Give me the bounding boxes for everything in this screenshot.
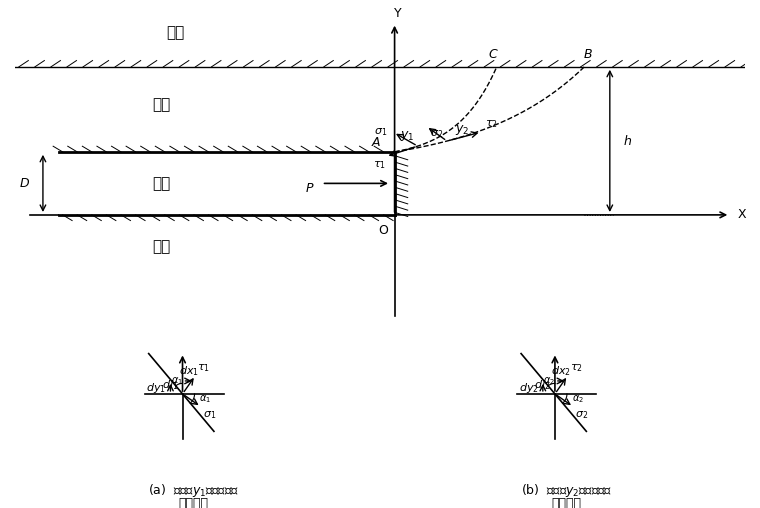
Text: $h$: $h$ xyxy=(623,134,632,148)
Text: 地面: 地面 xyxy=(166,25,185,40)
Text: $C$: $C$ xyxy=(488,48,499,61)
Text: $\sigma_1$: $\sigma_1$ xyxy=(375,126,388,138)
Text: 地层: 地层 xyxy=(152,97,170,112)
Text: $\sigma_{2}$: $\sigma_{2}$ xyxy=(575,409,588,421)
Text: $dl_2$: $dl_2$ xyxy=(534,378,550,392)
Text: $P$: $P$ xyxy=(305,182,315,195)
Text: $A$: $A$ xyxy=(371,136,382,149)
Text: $dx_1$: $dx_1$ xyxy=(179,364,198,378)
Text: $dy_2$: $dy_2$ xyxy=(518,380,538,395)
Text: (a)  滑动面$y_1$上微元体受: (a) 滑动面$y_1$上微元体受 xyxy=(148,482,239,499)
Text: $D$: $D$ xyxy=(19,177,30,190)
Text: $dx_2$: $dx_2$ xyxy=(551,364,571,378)
Text: $\alpha_{1}$: $\alpha_{1}$ xyxy=(171,375,183,387)
Text: O: O xyxy=(378,224,388,237)
Text: 隧道: 隧道 xyxy=(152,176,170,191)
Text: (b)  滑动面$y_2$上微元体受: (b) 滑动面$y_2$上微元体受 xyxy=(521,482,612,499)
Text: $\sigma_2$: $\sigma_2$ xyxy=(430,128,443,140)
Text: X: X xyxy=(737,208,746,221)
Text: $\tau_2$: $\tau_2$ xyxy=(485,119,498,131)
Text: $\tau_{2}$: $\tau_{2}$ xyxy=(570,362,583,373)
Text: $\alpha_{2}$: $\alpha_{2}$ xyxy=(572,394,584,405)
Text: 力分析图: 力分析图 xyxy=(551,497,581,508)
Text: $\alpha_{1}$: $\alpha_{1}$ xyxy=(199,394,211,405)
Text: $dl_1$: $dl_1$ xyxy=(162,378,178,392)
Text: $\alpha_{2}$: $\alpha_{2}$ xyxy=(543,375,556,387)
Text: $dy_1$: $dy_1$ xyxy=(146,380,166,395)
Text: $y_2$: $y_2$ xyxy=(455,122,470,137)
Text: $y_1$: $y_1$ xyxy=(400,129,414,143)
Text: $\sigma_{1}$: $\sigma_{1}$ xyxy=(203,409,216,421)
Text: Y: Y xyxy=(394,7,402,20)
Text: $B$: $B$ xyxy=(583,48,593,61)
Text: 力分析图: 力分析图 xyxy=(179,497,209,508)
Bar xyxy=(59,152,394,215)
Text: 地层: 地层 xyxy=(152,239,170,254)
Text: $\tau_1$: $\tau_1$ xyxy=(373,159,386,171)
Text: $\tau_{1}$: $\tau_{1}$ xyxy=(198,362,211,373)
